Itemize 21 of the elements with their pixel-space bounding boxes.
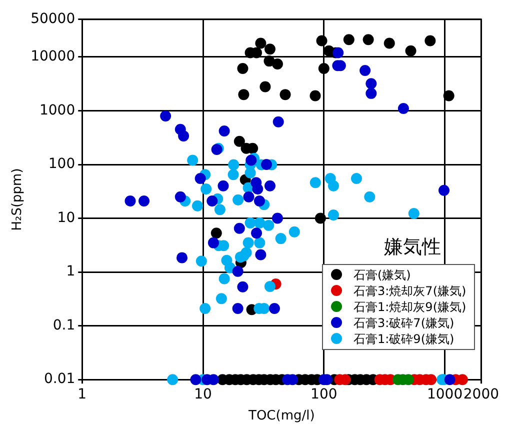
legend-label: 石膏3:破砕7(嫌気) — [354, 314, 454, 331]
y-tick-label: 0.01 — [44, 371, 76, 388]
y-tick-label: 100 — [48, 156, 76, 172]
x-tick-label: 100 — [310, 386, 338, 403]
legend-label: 石膏3:焼却灰7(嫌気) — [354, 282, 466, 299]
y-tick-label: 50000 — [30, 11, 76, 28]
y-tick-label: 10 — [57, 210, 76, 226]
legend-label: 石膏1:破砕9(嫌気) — [354, 330, 454, 347]
x-axis-title: TOC(mg/l) — [248, 408, 315, 424]
y-tick-label: 1 — [66, 264, 76, 280]
legend-label: 石膏(嫌気) — [354, 266, 411, 283]
y-axis-title: H₂S(ppm) — [10, 168, 26, 231]
x-tick-label: 1 — [78, 386, 87, 403]
legend-label: 石膏1:焼却灰9(嫌気) — [354, 298, 466, 315]
y-tick-label: 10000 — [30, 48, 76, 65]
y-tick-label: 0.1 — [52, 317, 76, 334]
y-tick-label: 1000 — [39, 102, 76, 118]
x-tick-label: 10 — [194, 386, 212, 403]
x-tick-label: 1000 — [426, 386, 463, 403]
x-tick-label: 2000 — [463, 386, 500, 403]
annotation: 嫌気性 — [384, 236, 442, 258]
